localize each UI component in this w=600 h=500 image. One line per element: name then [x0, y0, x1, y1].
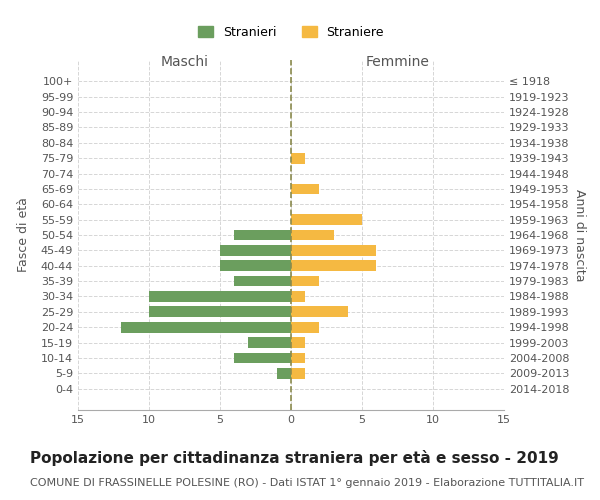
- Bar: [234, 352, 291, 364]
- Bar: [220, 245, 291, 256]
- Text: Popolazione per cittadinanza straniera per età e sesso - 2019: Popolazione per cittadinanza straniera p…: [30, 450, 559, 466]
- Bar: [277, 368, 291, 378]
- Bar: [291, 230, 334, 240]
- Bar: [234, 276, 291, 286]
- Bar: [234, 230, 291, 240]
- Bar: [291, 306, 348, 317]
- Bar: [149, 306, 291, 317]
- Text: Femmine: Femmine: [365, 55, 430, 69]
- Bar: [291, 368, 305, 378]
- Bar: [291, 352, 305, 364]
- Bar: [248, 337, 291, 348]
- Y-axis label: Fasce di età: Fasce di età: [17, 198, 29, 272]
- Legend: Stranieri, Straniere: Stranieri, Straniere: [193, 20, 389, 44]
- Bar: [291, 291, 305, 302]
- Bar: [291, 245, 376, 256]
- Bar: [291, 276, 319, 286]
- Bar: [291, 337, 305, 348]
- Bar: [291, 260, 376, 271]
- Bar: [121, 322, 291, 332]
- Bar: [291, 184, 319, 194]
- Bar: [291, 153, 305, 164]
- Y-axis label: Anni di nascita: Anni di nascita: [573, 188, 586, 281]
- Text: Maschi: Maschi: [161, 55, 209, 69]
- Bar: [220, 260, 291, 271]
- Bar: [291, 322, 319, 332]
- Bar: [149, 291, 291, 302]
- Text: COMUNE DI FRASSINELLE POLESINE (RO) - Dati ISTAT 1° gennaio 2019 - Elaborazione : COMUNE DI FRASSINELLE POLESINE (RO) - Da…: [30, 478, 584, 488]
- Bar: [291, 214, 362, 225]
